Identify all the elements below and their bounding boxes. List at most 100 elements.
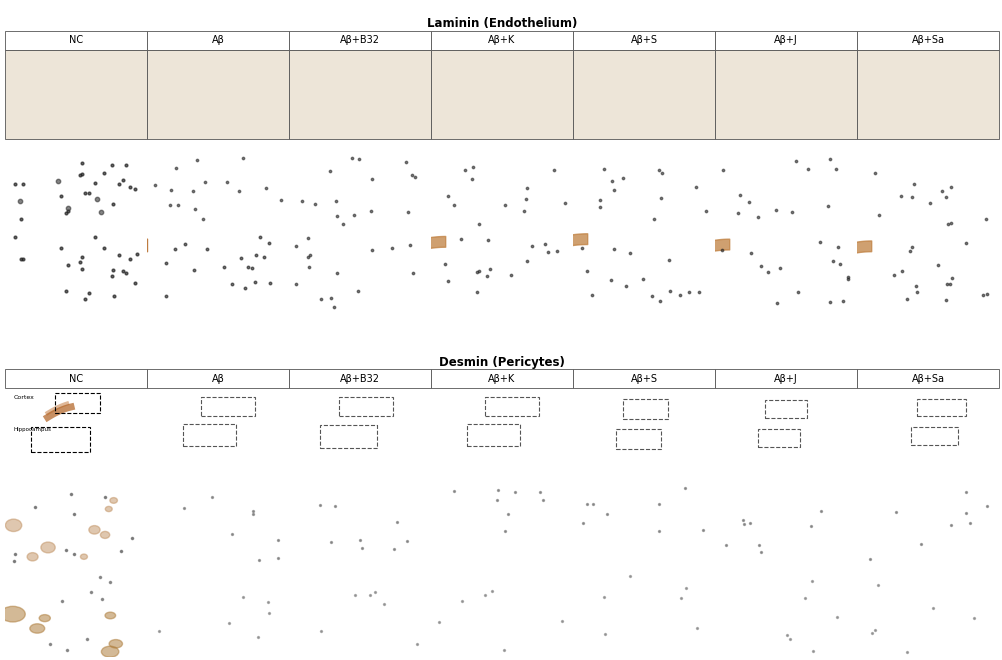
Text: Aβ: Aβ bbox=[211, 374, 224, 383]
Point bbox=[804, 521, 820, 531]
Point bbox=[864, 628, 880, 638]
Point bbox=[939, 279, 955, 290]
Point bbox=[118, 267, 134, 278]
Point bbox=[591, 194, 607, 205]
Text: Aβ+S: Aβ+S bbox=[630, 374, 657, 383]
Point bbox=[516, 205, 532, 216]
Bar bbox=[479, 65, 526, 87]
Point bbox=[307, 199, 323, 209]
Point bbox=[63, 489, 79, 500]
Point bbox=[617, 281, 633, 292]
Text: Aβ+Sa: Aβ+Sa bbox=[912, 374, 945, 383]
Point bbox=[58, 286, 74, 296]
Text: Desmin (Pericytes): Desmin (Pericytes) bbox=[439, 356, 565, 368]
Point bbox=[652, 296, 668, 306]
Point bbox=[329, 268, 345, 279]
Ellipse shape bbox=[89, 525, 100, 534]
Point bbox=[904, 242, 920, 252]
Point bbox=[346, 211, 362, 221]
Point bbox=[714, 164, 730, 175]
Point bbox=[584, 499, 600, 510]
Point bbox=[302, 261, 318, 272]
Bar bbox=[31, 427, 90, 452]
Point bbox=[94, 593, 110, 604]
Point bbox=[469, 286, 485, 297]
Point bbox=[53, 243, 69, 253]
Point bbox=[606, 244, 622, 255]
Bar bbox=[335, 67, 383, 90]
Point bbox=[405, 268, 421, 279]
Point bbox=[60, 260, 76, 271]
Point bbox=[922, 198, 938, 209]
Point bbox=[899, 647, 915, 657]
Point bbox=[81, 187, 97, 198]
Point bbox=[606, 185, 622, 196]
Point bbox=[906, 179, 922, 189]
Point bbox=[66, 509, 82, 519]
Point bbox=[92, 572, 108, 582]
Text: CA1: CA1 bbox=[65, 55, 77, 59]
Point bbox=[966, 612, 982, 623]
Point bbox=[651, 525, 667, 536]
Point bbox=[74, 252, 90, 263]
Bar bbox=[182, 424, 236, 446]
Point bbox=[122, 182, 138, 192]
Ellipse shape bbox=[0, 607, 25, 622]
Point bbox=[328, 501, 344, 512]
Point bbox=[615, 173, 631, 183]
Point bbox=[646, 214, 662, 224]
Bar bbox=[914, 64, 956, 85]
Point bbox=[221, 618, 237, 628]
Point bbox=[273, 195, 289, 206]
Point bbox=[218, 176, 234, 187]
Point bbox=[97, 492, 113, 502]
Point bbox=[812, 236, 828, 247]
Point bbox=[86, 232, 102, 242]
Point bbox=[797, 592, 813, 603]
Point bbox=[867, 167, 883, 178]
Point bbox=[940, 218, 956, 229]
Point bbox=[584, 290, 600, 300]
Point bbox=[77, 188, 93, 199]
Point bbox=[654, 168, 670, 178]
Point bbox=[784, 207, 800, 217]
Point bbox=[502, 270, 518, 280]
Point bbox=[102, 577, 118, 587]
Point bbox=[672, 289, 688, 300]
Point bbox=[74, 264, 90, 275]
Text: Aβ+B32: Aβ+B32 bbox=[340, 35, 380, 46]
Point bbox=[256, 251, 272, 262]
Point bbox=[376, 599, 392, 610]
Point bbox=[902, 246, 918, 256]
Point bbox=[935, 186, 951, 197]
Point bbox=[400, 207, 416, 217]
Point bbox=[893, 191, 909, 201]
Point bbox=[440, 191, 456, 201]
Point bbox=[603, 275, 619, 286]
Point bbox=[943, 520, 959, 531]
Text: Laminin (Endothelium): Laminin (Endothelium) bbox=[427, 17, 577, 30]
Bar bbox=[615, 429, 661, 449]
Point bbox=[27, 502, 43, 512]
Text: CA3: CA3 bbox=[107, 71, 120, 76]
Point bbox=[804, 576, 820, 587]
Point bbox=[908, 281, 924, 292]
Point bbox=[363, 206, 379, 216]
Bar bbox=[201, 397, 255, 416]
Bar bbox=[339, 397, 393, 416]
Point bbox=[489, 494, 505, 505]
Text: Aβ+J: Aβ+J bbox=[775, 374, 798, 383]
Point bbox=[95, 243, 111, 253]
Point bbox=[930, 260, 946, 271]
Point bbox=[245, 506, 262, 516]
Point bbox=[232, 253, 248, 263]
Point bbox=[635, 274, 651, 284]
Point bbox=[204, 492, 220, 502]
Point bbox=[106, 291, 122, 302]
Point bbox=[270, 535, 286, 545]
Point bbox=[832, 258, 848, 269]
Point bbox=[497, 525, 513, 536]
Point bbox=[250, 632, 267, 643]
Ellipse shape bbox=[109, 640, 122, 648]
Point bbox=[59, 645, 75, 655]
